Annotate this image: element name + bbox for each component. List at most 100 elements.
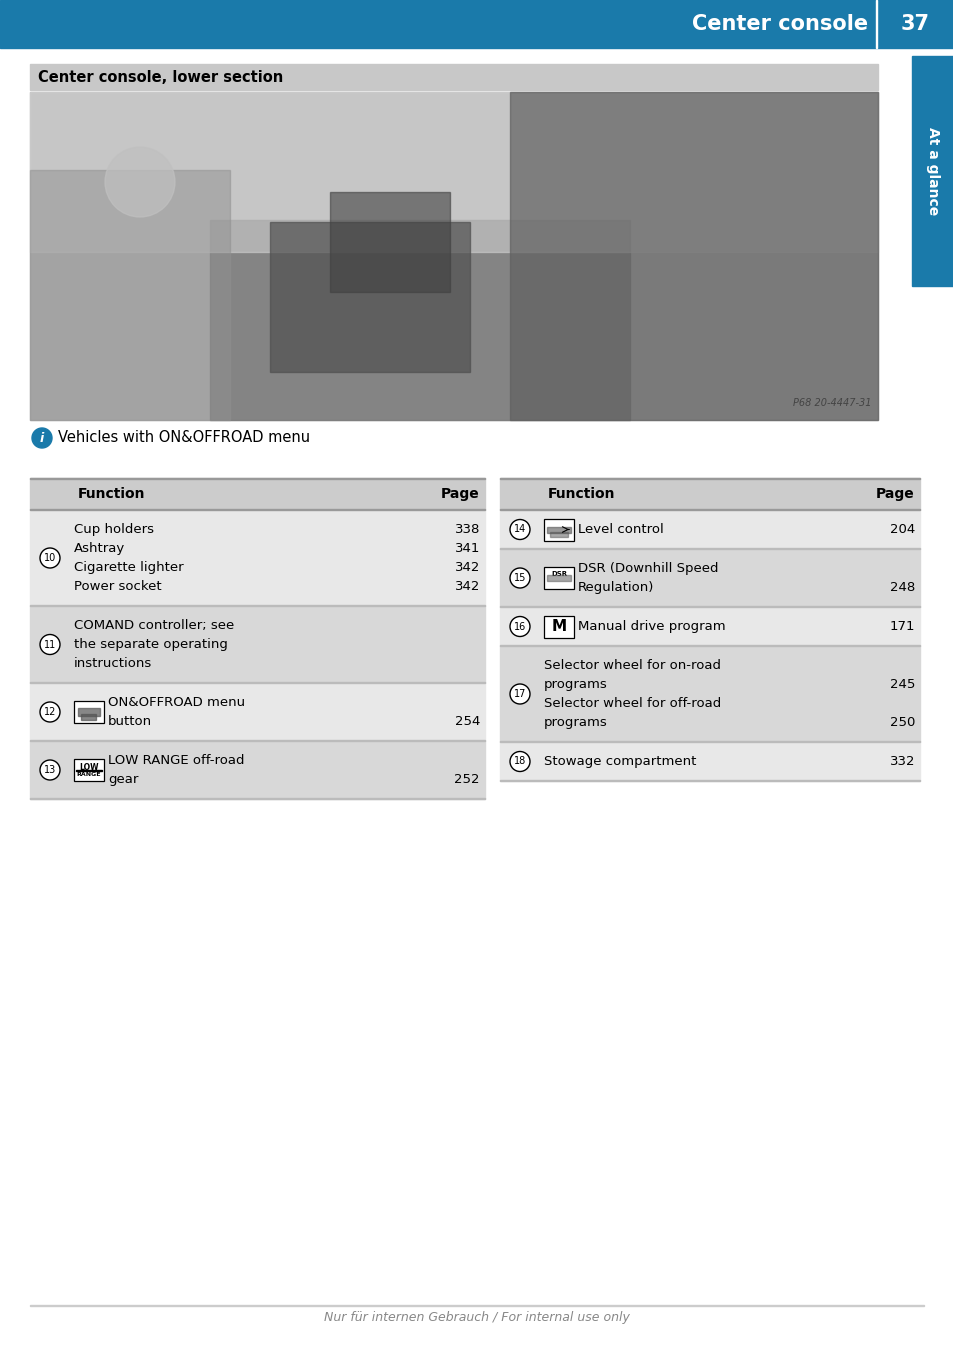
Text: 245: 245 <box>889 678 914 691</box>
Circle shape <box>40 701 60 722</box>
Text: DSR (Downhill Speed: DSR (Downhill Speed <box>578 562 718 575</box>
Circle shape <box>32 428 52 448</box>
Text: 248: 248 <box>889 581 914 594</box>
Text: 341: 341 <box>455 542 479 555</box>
Text: Nur für internen Gebrauch / For internal use only: Nur für internen Gebrauch / For internal… <box>324 1312 629 1324</box>
Text: COMAND controller; see: COMAND controller; see <box>74 619 234 632</box>
Bar <box>81 714 96 720</box>
Bar <box>74 701 104 723</box>
Text: 250: 250 <box>889 716 914 728</box>
Circle shape <box>510 751 530 772</box>
Circle shape <box>105 148 174 217</box>
Bar <box>30 64 877 89</box>
Text: Page: Page <box>876 487 914 501</box>
Text: LOW: LOW <box>79 762 99 772</box>
Bar <box>499 607 919 646</box>
Text: 10: 10 <box>44 552 56 563</box>
Bar <box>550 532 567 536</box>
Text: Function: Function <box>547 487 615 501</box>
Text: 338: 338 <box>455 523 479 536</box>
Text: 13: 13 <box>44 765 56 774</box>
Text: 204: 204 <box>889 523 914 536</box>
Text: Selector wheel for off-road: Selector wheel for off-road <box>543 697 720 709</box>
Text: Function: Function <box>78 487 146 501</box>
Text: 332: 332 <box>888 756 914 768</box>
Text: 171: 171 <box>888 620 914 634</box>
Bar <box>74 760 104 781</box>
Text: RANGE: RANGE <box>76 773 101 777</box>
Bar <box>543 519 574 540</box>
Text: i: i <box>40 432 44 444</box>
Circle shape <box>510 567 530 588</box>
Text: ON&OFFROAD menu: ON&OFFROAD menu <box>108 696 245 709</box>
Bar <box>0 0 953 47</box>
Text: instructions: instructions <box>74 657 152 670</box>
Bar <box>499 548 919 607</box>
Bar <box>30 171 230 420</box>
Bar <box>499 646 919 742</box>
Bar <box>499 478 919 510</box>
Text: P68 20-4447-31: P68 20-4447-31 <box>793 398 871 408</box>
Text: Stowage compartment: Stowage compartment <box>543 756 696 768</box>
Text: programs: programs <box>543 678 607 691</box>
Text: 15: 15 <box>514 573 526 584</box>
Text: M: M <box>551 619 566 634</box>
Text: 37: 37 <box>900 14 928 34</box>
Text: LOW RANGE off-road: LOW RANGE off-road <box>108 754 244 766</box>
Text: 14: 14 <box>514 524 525 535</box>
Text: Selector wheel for on-road: Selector wheel for on-road <box>543 659 720 672</box>
Text: Power socket: Power socket <box>74 580 161 593</box>
Text: Cigarette lighter: Cigarette lighter <box>74 561 183 574</box>
Text: Regulation): Regulation) <box>578 581 654 594</box>
Bar <box>30 92 877 420</box>
Bar <box>499 510 919 548</box>
Bar <box>30 741 484 799</box>
Text: 254: 254 <box>455 715 479 728</box>
Bar <box>543 567 574 589</box>
Circle shape <box>510 616 530 636</box>
Text: 252: 252 <box>454 773 479 787</box>
Text: 342: 342 <box>455 580 479 593</box>
Circle shape <box>40 635 60 654</box>
Text: button: button <box>108 715 152 728</box>
Text: 16: 16 <box>514 621 525 631</box>
Bar <box>210 219 629 420</box>
Circle shape <box>40 760 60 780</box>
Text: 342: 342 <box>455 561 479 574</box>
Text: 18: 18 <box>514 757 525 766</box>
Bar <box>543 616 574 638</box>
Bar <box>30 607 484 682</box>
Text: gear: gear <box>108 773 138 787</box>
Text: Ashtray: Ashtray <box>74 542 125 555</box>
Circle shape <box>510 520 530 539</box>
Text: Center console, lower section: Center console, lower section <box>38 69 283 84</box>
Text: At a glance: At a glance <box>925 127 939 215</box>
Text: DSR: DSR <box>551 571 566 577</box>
Text: 12: 12 <box>44 707 56 718</box>
Text: 17: 17 <box>514 689 526 699</box>
Text: the separate operating: the separate operating <box>74 638 228 651</box>
Text: Center console: Center console <box>691 14 867 34</box>
Bar <box>330 192 450 292</box>
Text: Page: Page <box>441 487 479 501</box>
Circle shape <box>510 684 530 704</box>
Text: 11: 11 <box>44 639 56 650</box>
Bar <box>270 222 470 372</box>
Circle shape <box>40 548 60 567</box>
Text: programs: programs <box>543 716 607 728</box>
Bar <box>30 92 877 252</box>
Bar <box>78 708 100 716</box>
Bar <box>546 575 571 581</box>
Bar <box>911 56 953 286</box>
Text: Cup holders: Cup holders <box>74 523 153 536</box>
Bar <box>30 682 484 741</box>
Text: Manual drive program: Manual drive program <box>578 620 725 634</box>
Text: Level control: Level control <box>578 523 663 536</box>
Bar <box>30 510 484 607</box>
Bar <box>30 478 484 510</box>
Bar <box>510 92 877 420</box>
Text: Vehicles with ON&OFFROAD menu: Vehicles with ON&OFFROAD menu <box>58 431 310 445</box>
Bar <box>875 0 877 47</box>
Bar <box>499 742 919 781</box>
Bar <box>546 527 571 532</box>
